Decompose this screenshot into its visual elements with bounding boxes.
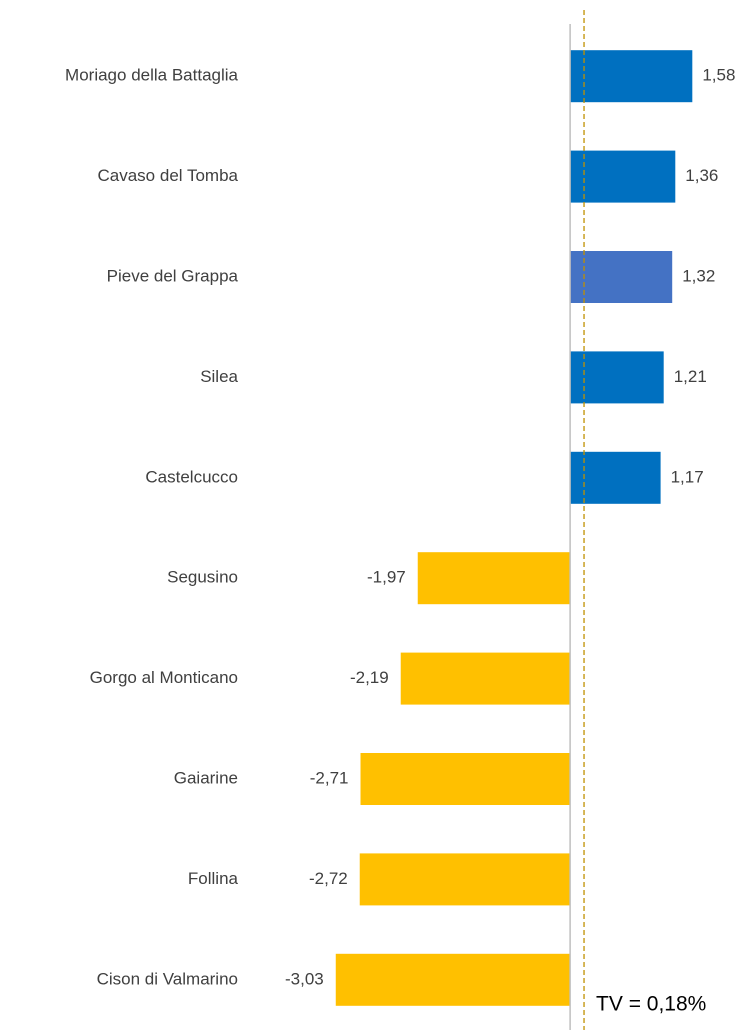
category-label: Silea xyxy=(200,367,238,386)
category-label: Gorgo al Monticano xyxy=(90,668,238,687)
category-label: Segusino xyxy=(167,568,238,587)
bar xyxy=(570,251,673,303)
value-label: 1,32 xyxy=(682,266,715,285)
bar xyxy=(335,953,571,1006)
value-label: 1,21 xyxy=(674,367,707,386)
bar xyxy=(570,150,676,203)
value-label: -3,03 xyxy=(285,969,324,988)
value-label: -2,19 xyxy=(350,668,389,687)
category-label: Castelcucco xyxy=(145,467,238,486)
reference-label: TV = 0,18% xyxy=(596,993,706,1016)
category-label: Pieve del Grappa xyxy=(107,266,239,285)
bar xyxy=(360,753,571,805)
value-label: -2,72 xyxy=(309,869,348,888)
category-label: Cison di Valmarino xyxy=(97,969,238,988)
bar xyxy=(570,451,661,504)
category-label: Gaiarine xyxy=(174,768,238,787)
value-label: 1,58 xyxy=(702,66,735,85)
bar xyxy=(570,50,693,103)
value-label: -1,97 xyxy=(367,568,406,587)
category-label: Follina xyxy=(188,869,239,888)
bar xyxy=(400,652,571,705)
category-label: Moriago della Battaglia xyxy=(65,66,238,85)
bar xyxy=(359,853,571,906)
value-label: 1,36 xyxy=(685,166,718,185)
value-label: -2,71 xyxy=(310,768,349,787)
bar xyxy=(570,351,664,404)
value-label: 1,17 xyxy=(671,467,704,486)
bar xyxy=(417,552,571,605)
category-label: Cavaso del Tomba xyxy=(98,166,239,185)
